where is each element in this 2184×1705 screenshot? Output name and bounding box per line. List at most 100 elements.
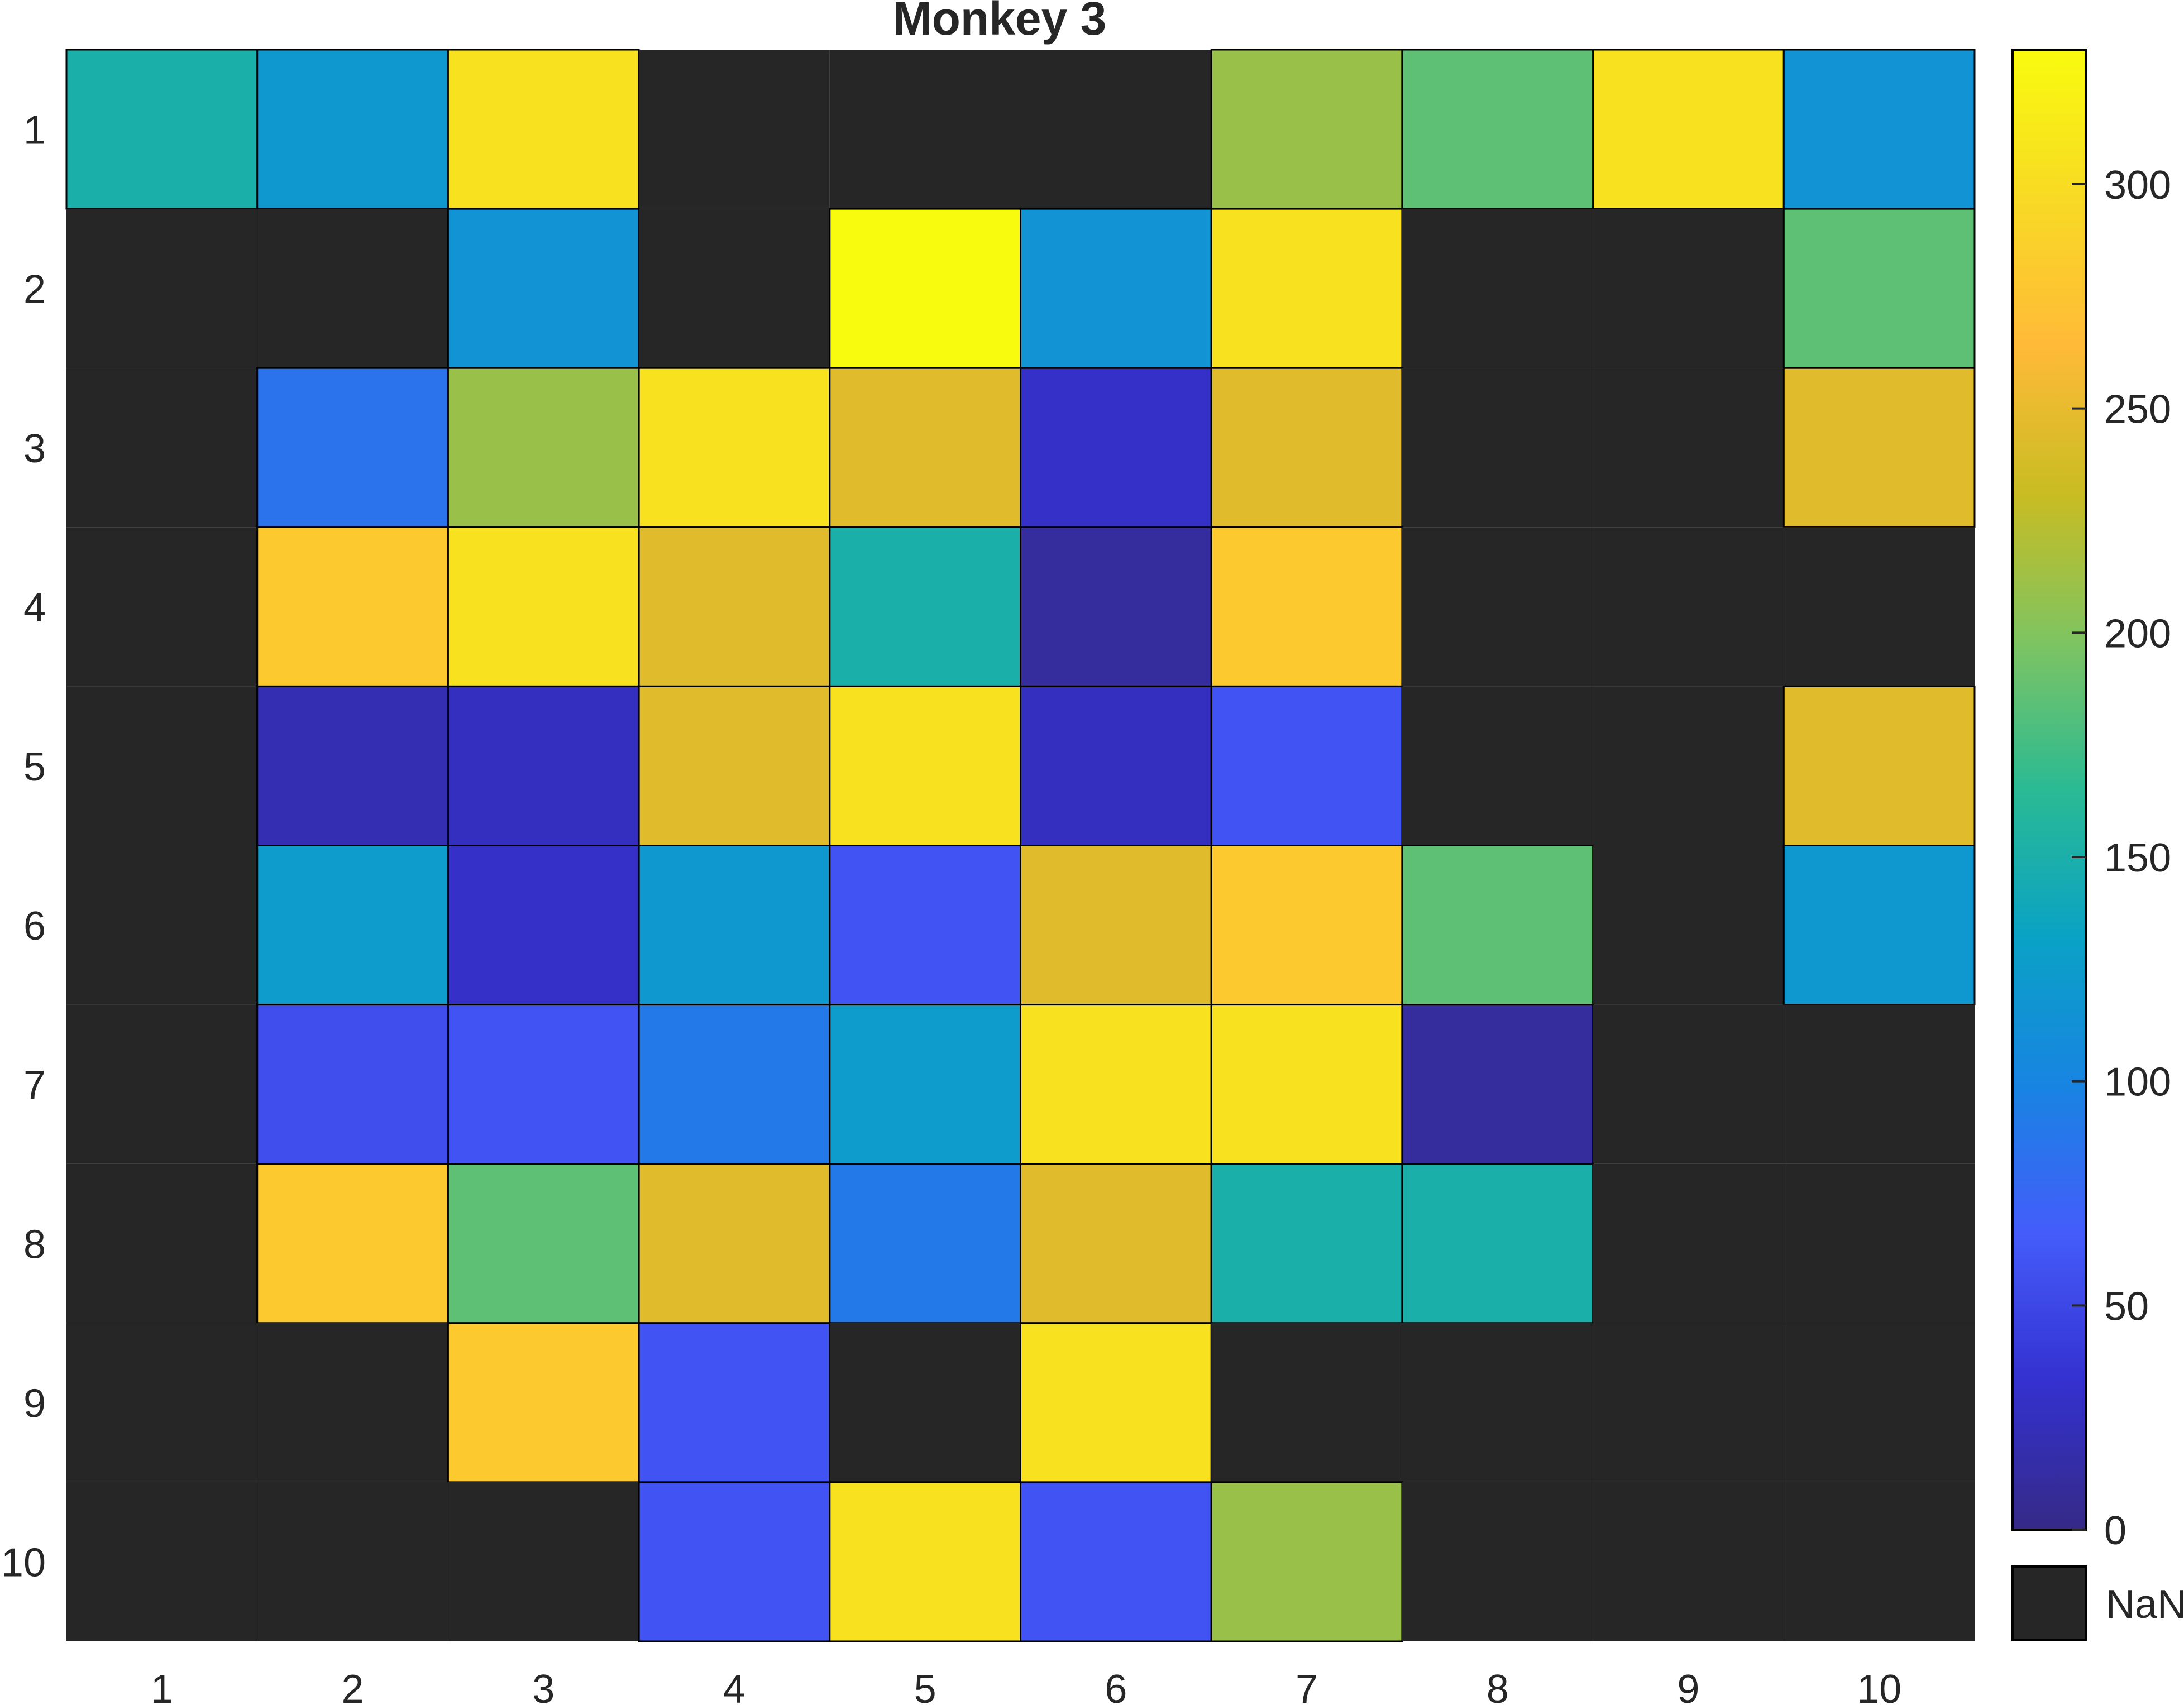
heatmap-cell <box>447 526 640 687</box>
heatmap-cell <box>829 1004 1022 1165</box>
heatmap-cell <box>1020 1322 1212 1483</box>
heatmap-cell <box>1402 368 1593 528</box>
heatmap-cell <box>256 1163 449 1324</box>
heatmap-cell <box>1402 686 1593 846</box>
heatmap-cell <box>829 1163 1022 1324</box>
heatmap-cell <box>829 1323 1021 1482</box>
colorbar-tick-label: 150 <box>2104 836 2171 880</box>
heatmap-cell <box>1401 1004 1594 1165</box>
heatmap-cell <box>66 368 257 528</box>
x-tick-label: 10 <box>1857 1667 1901 1705</box>
x-tick-label: 5 <box>914 1667 936 1705</box>
y-tick-label: 1 <box>23 108 46 153</box>
heatmap-cell <box>447 845 640 1006</box>
x-tick-label: 1 <box>151 1667 173 1705</box>
heatmap-cell <box>1020 1481 1212 1642</box>
x-axis-tick-labels: 1 2 3 4 5 6 7 8 9 10 <box>151 1667 1901 1705</box>
heatmap-cell <box>829 845 1022 1006</box>
heatmap-cell <box>66 1004 257 1164</box>
x-tick-label: 4 <box>723 1667 745 1705</box>
y-tick-label: 7 <box>23 1063 46 1108</box>
heatmap-cell <box>1784 1323 1975 1482</box>
heatmap-cell <box>1784 1004 1975 1164</box>
colorbar-tick-labels: 0 50 100 150 200 250 300 <box>2072 163 2171 1553</box>
heatmap-cell <box>448 1482 639 1641</box>
heatmap-cell <box>1020 526 1212 687</box>
heatmap-cell <box>256 49 449 210</box>
heatmap-cell <box>256 685 449 847</box>
heatmap-cell <box>256 526 449 687</box>
heatmap-cell <box>829 208 1022 369</box>
y-tick-label: 2 <box>23 267 46 312</box>
heatmap-cell <box>1402 209 1593 368</box>
heatmap-cell <box>447 367 640 528</box>
heatmap-cell <box>1210 1481 1403 1642</box>
heatmap-cell <box>1210 685 1403 847</box>
heatmap-cell <box>66 1482 257 1641</box>
y-tick-label: 8 <box>23 1222 46 1267</box>
heatmap-cell <box>1593 527 1784 687</box>
y-tick-label: 9 <box>23 1381 46 1426</box>
x-tick-label: 2 <box>342 1667 364 1705</box>
heatmap-cell <box>1782 367 1976 528</box>
heatmap-cell <box>638 845 831 1006</box>
heatmap-cell <box>65 49 259 210</box>
heatmap-cell <box>447 1163 640 1324</box>
heatmap-cell <box>1593 1482 1784 1641</box>
colorbar-tick-label: 300 <box>2104 163 2171 208</box>
heatmap-cell <box>447 1004 640 1165</box>
heatmap-cell <box>1210 1004 1403 1165</box>
heatmap-cell <box>1593 1323 1784 1482</box>
heatmap-cell <box>829 526 1022 687</box>
heatmap-cell <box>638 526 831 687</box>
heatmap-cell <box>1020 208 1212 369</box>
heatmap-cell <box>1020 845 1212 1006</box>
heatmap-cell <box>639 50 830 209</box>
heatmap-cell <box>1020 1004 1212 1165</box>
colorbar-tick-label: 0 <box>2104 1508 2126 1553</box>
y-tick-label: 3 <box>23 427 46 471</box>
heatmap-cell <box>1593 209 1784 368</box>
heatmap-cell <box>1211 1323 1402 1482</box>
heatmap-cell <box>1784 1482 1975 1641</box>
heatmap-cell <box>829 50 1021 209</box>
heatmap-cell <box>66 686 257 846</box>
heatmap-cell <box>66 1163 257 1323</box>
heatmap-cell <box>1210 1163 1403 1324</box>
colorbar-nan-label: NaN <box>2106 1582 2184 1627</box>
x-tick-label: 7 <box>1296 1667 1318 1705</box>
heatmap-cell <box>1401 1163 1594 1324</box>
y-tick-label: 10 <box>1 1540 46 1585</box>
heatmap-cell <box>257 1482 448 1641</box>
heatmap-cell <box>1020 50 1212 209</box>
heatmap-cell <box>447 208 640 369</box>
heatmap-cell <box>66 1323 257 1482</box>
heatmap-cell <box>1782 208 1976 369</box>
chart-title: Monkey 3 <box>893 0 1107 45</box>
heatmap-cell <box>1210 367 1403 528</box>
heatmap-cell <box>256 1004 449 1165</box>
heatmap-cell <box>66 527 257 687</box>
heatmap-cell <box>1210 845 1403 1006</box>
heatmap-cell <box>1402 1482 1593 1641</box>
colorbar-nan-swatch <box>2011 1565 2087 1641</box>
heatmap-cell <box>1210 49 1403 210</box>
x-tick-label: 6 <box>1105 1667 1127 1705</box>
heatmap-cell <box>1593 1004 1784 1164</box>
heatmap-cell <box>1593 845 1784 1005</box>
heatmap-cell <box>1020 367 1212 528</box>
heatmap-cell <box>638 1481 831 1642</box>
colorbar-tick-label: 250 <box>2104 387 2171 432</box>
heatmap-cell <box>1593 368 1784 528</box>
heatmap-cell <box>1782 685 1976 847</box>
heatmap-cell <box>1402 1323 1593 1482</box>
heatmap-cell <box>447 1322 640 1483</box>
heatmap-cell <box>1401 845 1594 1006</box>
heatmap-cell <box>638 1004 831 1165</box>
heatmap-cell <box>1210 208 1403 369</box>
heatmap-cell <box>1784 1163 1975 1323</box>
y-tick-label: 6 <box>23 904 46 949</box>
heatmap-cell <box>638 1163 831 1324</box>
heatmap-cell <box>1020 1163 1212 1324</box>
